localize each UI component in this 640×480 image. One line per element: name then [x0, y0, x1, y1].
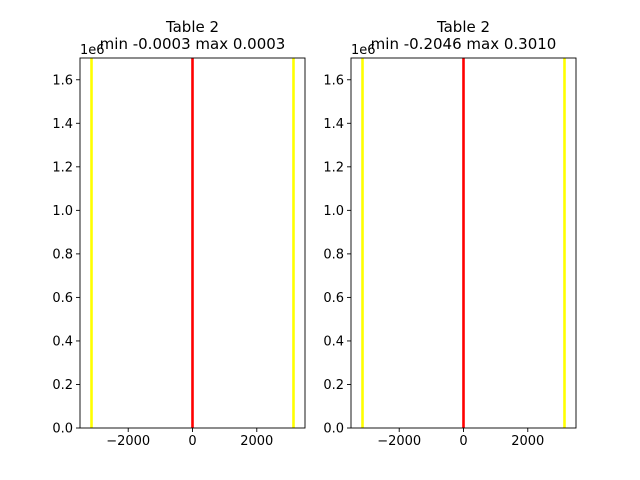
y-tick-label: 0.8: [52, 247, 73, 262]
y-offset-label: 1e6: [351, 43, 376, 58]
y-tick-label: 0.2: [323, 378, 344, 393]
y-tick-label: 1.0: [323, 204, 344, 219]
chart-subtitle: min -0.2046 max 0.3010: [371, 35, 557, 53]
y-tick-label: 1.4: [52, 117, 73, 132]
x-tick-label: 0: [459, 434, 467, 449]
y-tick-label: 1.6: [323, 73, 344, 88]
x-tick-label: 2000: [240, 434, 273, 449]
x-tick-label: 0: [188, 434, 196, 449]
y-tick-label: 0.6: [323, 291, 344, 306]
y-tick-label: 1.6: [52, 73, 73, 88]
y-tick-label: 0.8: [323, 247, 344, 262]
x-tick-label: −2000: [377, 434, 421, 449]
y-tick-label: 0.2: [52, 378, 73, 393]
y-tick-label: 0.4: [323, 334, 344, 349]
right-panel: −2000 0 2000 0.0 0.2 0.4 0.6 0.8 1.0 1.2 1.4 1.6 1e6…: [323, 18, 577, 449]
x-tick-label: −2000: [106, 434, 150, 449]
y-tick-label: 1.4: [323, 117, 344, 132]
y-tick-label: 0.0: [52, 422, 73, 437]
chart-title: Table 2: [165, 18, 219, 36]
y-offset-label: 1e6: [80, 43, 105, 58]
chart-subtitle: min -0.0003 max 0.0003: [100, 35, 286, 53]
y-tick-label: 1.2: [323, 160, 344, 175]
y-tick-label: 1.0: [52, 204, 73, 219]
y-tick-label: 0.0: [323, 422, 344, 437]
chart-title: Table 2: [436, 18, 490, 36]
x-tick-label: 2000: [511, 434, 544, 449]
left-panel: −2000 0 2000 0.0 0.2 0.4 0.6 0.8 1.0 1.2 1.4 1.6 1e6…: [52, 18, 306, 449]
y-tick-label: 1.2: [52, 160, 73, 175]
y-tick-label: 0.4: [52, 334, 73, 349]
y-tick-label: 0.6: [52, 291, 73, 306]
